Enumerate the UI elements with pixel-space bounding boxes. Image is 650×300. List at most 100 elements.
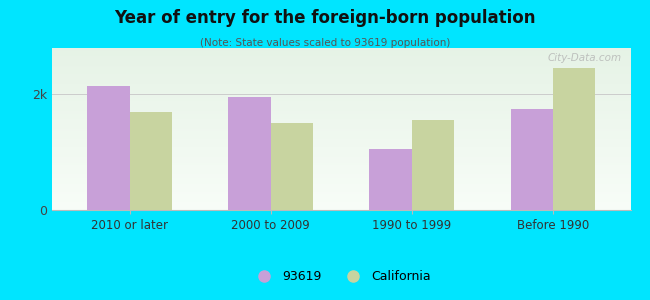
Bar	[52, 171, 630, 173]
Bar	[228, 97, 270, 210]
Bar	[87, 85, 129, 210]
Bar	[52, 179, 630, 181]
Bar	[52, 195, 630, 197]
Bar	[52, 178, 630, 179]
Bar	[52, 116, 630, 118]
Text: City-Data.com: City-Data.com	[548, 53, 622, 63]
Bar	[52, 208, 630, 210]
Bar	[52, 84, 630, 85]
Bar	[52, 174, 630, 176]
Bar	[52, 95, 630, 97]
Text: Year of entry for the foreign-born population: Year of entry for the foreign-born popul…	[114, 9, 536, 27]
Bar	[52, 48, 630, 50]
Bar	[52, 190, 630, 192]
Bar	[52, 203, 630, 205]
Bar	[52, 64, 630, 66]
Bar	[553, 68, 595, 210]
Bar	[52, 147, 630, 148]
Bar	[52, 176, 630, 178]
Bar	[52, 61, 630, 63]
Bar	[52, 66, 630, 68]
Bar	[52, 101, 630, 103]
Bar	[52, 72, 630, 74]
Bar	[52, 80, 630, 82]
Bar	[52, 97, 630, 98]
Bar	[52, 150, 630, 152]
Bar	[52, 124, 630, 126]
Bar	[52, 76, 630, 77]
Text: (Note: State values scaled to 93619 population): (Note: State values scaled to 93619 popu…	[200, 38, 450, 47]
Bar	[52, 90, 630, 92]
Bar	[52, 82, 630, 84]
Bar	[52, 207, 630, 208]
Bar	[52, 182, 630, 184]
Bar	[52, 153, 630, 155]
Bar	[52, 194, 630, 195]
Bar	[52, 87, 630, 88]
Bar	[52, 161, 630, 163]
Bar	[52, 139, 630, 140]
Bar	[52, 98, 630, 100]
Bar	[52, 128, 630, 129]
Bar	[52, 105, 630, 106]
Bar	[52, 88, 630, 90]
Bar	[52, 53, 630, 55]
Bar	[52, 134, 630, 136]
Bar	[52, 111, 630, 113]
Bar	[52, 187, 630, 189]
Bar	[52, 130, 630, 132]
Bar	[52, 137, 630, 139]
Bar	[369, 149, 412, 210]
Bar	[52, 51, 630, 53]
Bar	[52, 119, 630, 121]
Bar	[52, 103, 630, 105]
Bar	[52, 169, 630, 171]
Bar	[52, 155, 630, 157]
Bar	[52, 163, 630, 165]
Bar	[52, 184, 630, 186]
Bar	[52, 85, 630, 87]
Bar	[52, 168, 630, 170]
Bar	[52, 79, 630, 80]
Bar	[52, 92, 630, 93]
Bar	[52, 157, 630, 158]
Bar	[52, 114, 630, 116]
Bar	[52, 192, 630, 194]
Bar	[52, 110, 630, 111]
Bar	[52, 145, 630, 147]
Bar	[52, 142, 630, 144]
Bar	[52, 181, 630, 182]
Bar	[52, 173, 630, 174]
Bar	[52, 132, 630, 134]
Bar	[129, 112, 172, 210]
Bar	[52, 165, 630, 166]
Bar	[52, 205, 630, 207]
Bar	[52, 200, 630, 202]
Bar	[52, 189, 630, 190]
Bar	[52, 108, 630, 110]
Bar	[52, 113, 630, 114]
Bar	[52, 50, 630, 51]
Bar	[52, 55, 630, 56]
Bar	[52, 74, 630, 76]
Bar	[52, 63, 630, 64]
Bar	[52, 56, 630, 58]
Bar	[52, 93, 630, 95]
Bar	[52, 197, 630, 199]
Bar	[52, 199, 630, 200]
Bar	[52, 202, 630, 203]
Bar	[52, 148, 630, 150]
Bar	[52, 158, 630, 160]
Bar	[52, 68, 630, 69]
Bar	[52, 152, 630, 153]
Bar	[52, 121, 630, 122]
Bar	[52, 144, 630, 145]
Bar	[412, 120, 454, 210]
Bar	[270, 123, 313, 210]
Bar	[52, 77, 630, 79]
Bar	[52, 166, 630, 168]
Bar	[52, 186, 630, 187]
Bar	[52, 160, 630, 161]
Bar	[52, 71, 630, 72]
Bar	[52, 106, 630, 108]
